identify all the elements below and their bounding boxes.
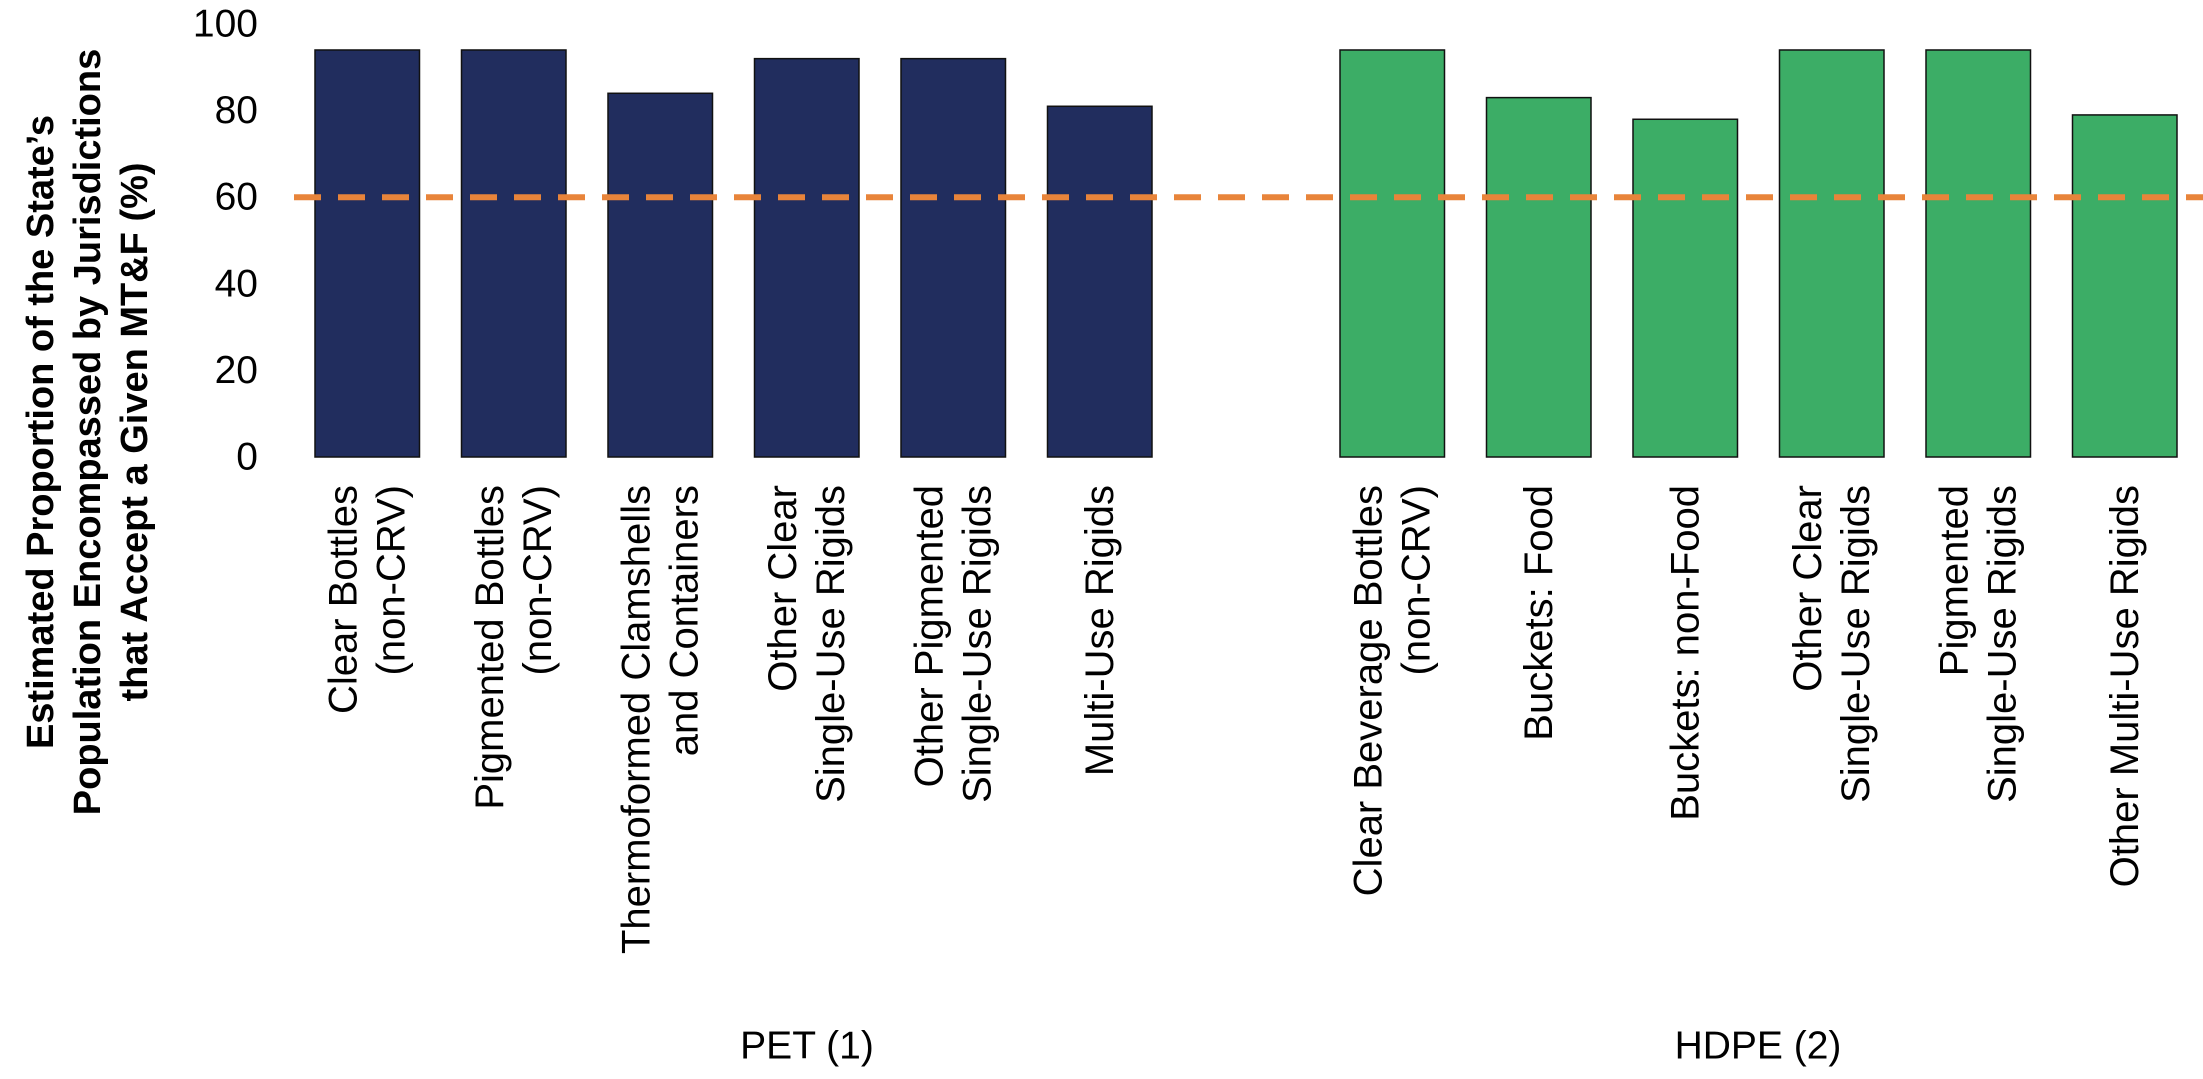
y-tick-label: 20 xyxy=(215,349,258,392)
y-tick-label: 100 xyxy=(193,3,258,46)
category-label-line: Multi-Use Rigids xyxy=(1078,485,1122,776)
category-label: Other Clear Single-Use Rigids xyxy=(761,485,853,803)
category-label-line: Buckets: Food xyxy=(1517,485,1561,741)
category-label-line: Buckets: non-Food xyxy=(1663,485,1707,821)
y-axis-label-line: Population Encompassed by Jurisdictions xyxy=(67,49,109,815)
category-label: Buckets: non-Food xyxy=(1663,485,1707,821)
bar xyxy=(1778,49,1885,458)
y-tick-label: 80 xyxy=(215,89,258,132)
category-label: Pigmented Bottles (non-CRV) xyxy=(468,485,560,810)
y-tick-label: 40 xyxy=(215,262,258,305)
category-label: Clear Beverage Bottles (non-CRV) xyxy=(1346,485,1438,896)
bar xyxy=(2071,114,2178,458)
bar xyxy=(753,57,860,458)
y-tick-label: 60 xyxy=(215,176,258,219)
bar xyxy=(1339,49,1446,458)
category-label-line: (non-CRV) xyxy=(1394,485,1438,675)
bar xyxy=(900,57,1007,458)
group-label: HDPE (2) xyxy=(1675,1025,1842,1068)
category-label: Other Clear Single-Use Rigids xyxy=(1786,485,1878,803)
category-label-line: Other Pigmented xyxy=(907,485,951,787)
bar xyxy=(314,49,421,458)
category-label-line: Clear Bottles xyxy=(321,485,365,714)
category-label: Clear Bottles (non-CRV) xyxy=(321,485,413,714)
category-label-line: Pigmented Bottles xyxy=(468,485,512,810)
category-label-line: Single-Use Rigids xyxy=(955,485,999,803)
category-label: Thermoformed Clamshells and Containers xyxy=(614,485,706,954)
bar xyxy=(1632,118,1739,458)
y-tick-label: 0 xyxy=(236,436,258,479)
category-label: Other Multi-Use Rigids xyxy=(2103,485,2147,887)
bar xyxy=(1485,96,1592,458)
bar xyxy=(1925,49,2032,458)
category-label-line: Other Clear xyxy=(1786,485,1830,692)
category-label-line: Clear Beverage Bottles xyxy=(1346,485,1390,896)
category-label-line: Other Clear xyxy=(761,485,805,692)
bar xyxy=(460,49,567,458)
category-label: Pigmented Single-Use Rigids xyxy=(1932,485,2024,803)
bar xyxy=(607,92,714,458)
category-label-line: Other Multi-Use Rigids xyxy=(2103,485,2147,887)
category-label: Multi-Use Rigids xyxy=(1078,485,1122,776)
category-label-line: Thermoformed Clamshells xyxy=(614,485,658,954)
category-label-line: Single-Use Rigids xyxy=(1980,485,2024,803)
category-label-line: and Containers xyxy=(662,485,706,756)
category-label-line: (non-CRV) xyxy=(516,485,560,675)
category-label: Other Pigmented Single-Use Rigids xyxy=(907,485,999,803)
y-axis-label: Estimated Proportion of the State’s Popul… xyxy=(20,49,156,815)
category-label: Buckets: Food xyxy=(1517,485,1561,741)
category-label-line: Single-Use Rigids xyxy=(1834,485,1878,803)
group-label: PET (1) xyxy=(740,1025,874,1068)
y-axis-label-line: Estimated Proportion of the State’s xyxy=(20,115,62,749)
y-axis-label-line: that Accept a Given MT&F (%) xyxy=(114,162,156,701)
category-label-line: Pigmented xyxy=(1932,485,1976,676)
category-label-line: Single-Use Rigids xyxy=(809,485,853,803)
category-label-line: (non-CRV) xyxy=(369,485,413,675)
bar xyxy=(1046,105,1153,458)
